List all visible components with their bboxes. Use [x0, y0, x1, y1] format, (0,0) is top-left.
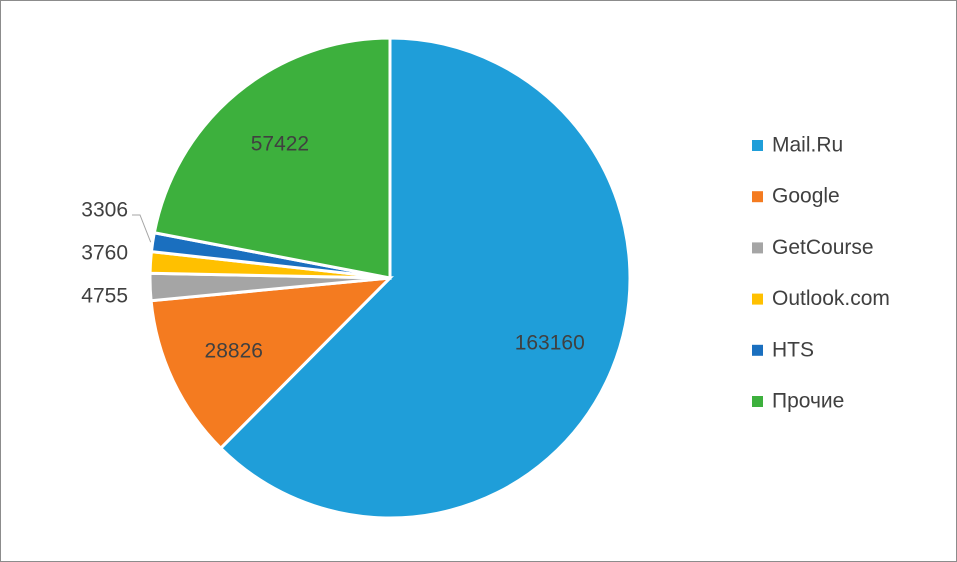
data-label: 4755: [81, 285, 128, 308]
legend-label: HTS: [772, 338, 814, 361]
data-label: 3760: [81, 242, 128, 265]
legend-swatch: [752, 396, 763, 407]
legend-label: Outlook.com: [772, 287, 890, 310]
legend-label: Прочие: [772, 390, 844, 413]
pie-slice: [218, 36, 632, 520]
legend-swatch: [752, 140, 763, 151]
data-label: 163160: [515, 331, 585, 354]
pie-slice: [149, 276, 394, 451]
legend-swatch: [752, 293, 763, 305]
legend-label: Mail.Ru: [772, 134, 843, 157]
data-label: 3306: [81, 199, 128, 222]
legend-label: GetCourse: [772, 236, 874, 259]
data-label: 57422: [251, 132, 309, 155]
leader-line: [132, 214, 152, 243]
pie-slice: [152, 36, 392, 280]
legend-swatch: [752, 242, 763, 254]
legend-swatch: [752, 344, 763, 356]
data-label: 28826: [205, 339, 263, 362]
legend-swatch: [752, 191, 763, 203]
legend-label: Google: [772, 185, 840, 208]
